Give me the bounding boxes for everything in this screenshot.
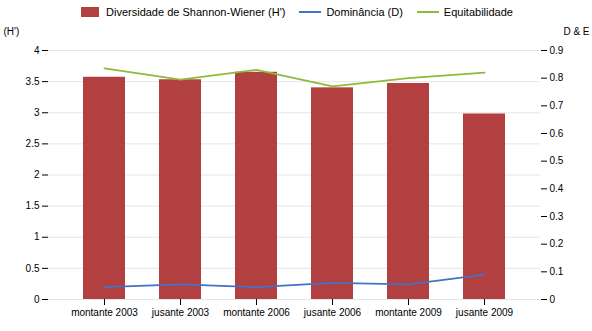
svg-text:3: 3: [34, 107, 40, 118]
svg-text:0.3: 0.3: [550, 211, 564, 222]
svg-text:montante 2009: montante 2009: [375, 307, 442, 318]
svg-text:0: 0: [34, 294, 40, 305]
svg-text:jusante 2006: jusante 2006: [303, 307, 362, 318]
svg-text:0.6: 0.6: [550, 128, 564, 139]
svg-text:0: 0: [550, 294, 556, 305]
html-text:Dominância (D): Dominância (D): [326, 6, 403, 18]
svg-text:0.2: 0.2: [550, 238, 564, 249]
svg-text:jusante 2003: jusante 2003: [151, 307, 210, 318]
svg-text:4: 4: [34, 45, 40, 56]
svg-text:3.5: 3.5: [26, 76, 40, 87]
svg-text:0.1: 0.1: [550, 266, 564, 277]
svg-text:0.9: 0.9: [550, 45, 564, 56]
svg-text:(H'): (H'): [4, 26, 20, 37]
svg-text:1.5: 1.5: [26, 200, 40, 211]
svg-text:1: 1: [34, 231, 40, 242]
svg-text:D & E: D & E: [563, 26, 589, 37]
svg-text:montante 2003: montante 2003: [71, 307, 138, 318]
svg-text:montante 2006: montante 2006: [223, 307, 290, 318]
svg-text:2.5: 2.5: [26, 138, 40, 149]
svg-text:0.4: 0.4: [550, 183, 564, 194]
svg-text:0.5: 0.5: [26, 263, 40, 274]
html-text:Equitabilidade: Equitabilidade: [443, 6, 513, 18]
svg-text:0.8: 0.8: [550, 72, 564, 83]
svg-text:0.7: 0.7: [550, 100, 564, 111]
svg-text:2: 2: [34, 169, 40, 180]
svg-text:jusante 2009: jusante 2009: [455, 307, 514, 318]
svg-text:0.5: 0.5: [550, 155, 564, 166]
html-text:Diversidade de Shannon-Wiener: Diversidade de Shannon-Wiener (H'): [106, 6, 286, 18]
